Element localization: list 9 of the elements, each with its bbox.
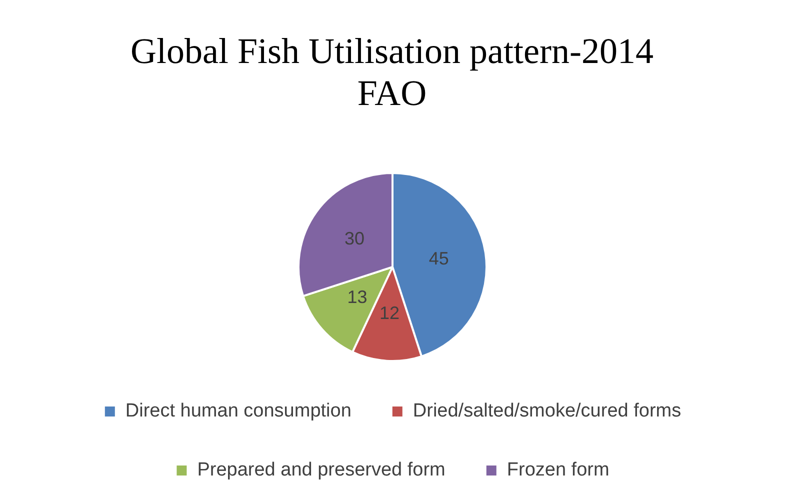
data-label: 12 [380, 302, 400, 323]
data-label: 45 [428, 248, 449, 269]
data-label: 30 [344, 228, 364, 248]
legend-label: Prepared and preserved form [197, 460, 446, 481]
legend-label: Frozen form [506, 460, 610, 481]
legend-label: Dried/salted/smoke/cured forms [412, 400, 682, 422]
legend-label: Direct human consumption [125, 400, 352, 422]
chart-title: Global Fish Utilisation pattern-2014 FAO [130, 30, 654, 114]
data-label: 13 [347, 287, 368, 308]
